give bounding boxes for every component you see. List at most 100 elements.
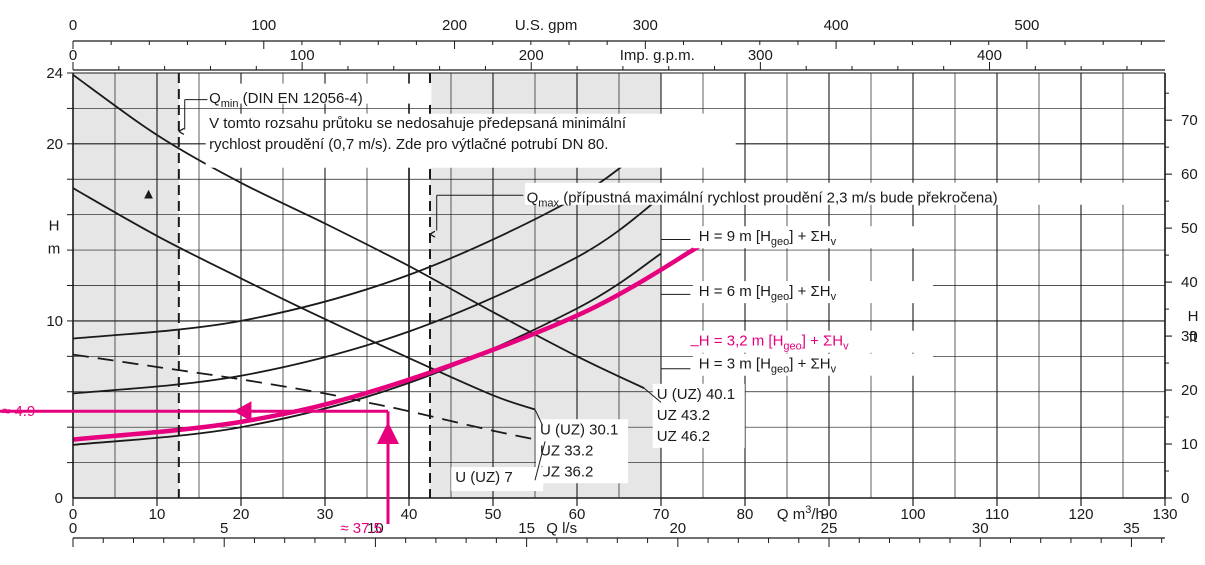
leader-pump_a xyxy=(643,387,662,403)
note-background xyxy=(205,113,736,168)
qmin-label-part: (DIN EN 12056-4) xyxy=(238,90,362,107)
usgpm-axis-title: U.S. gpm xyxy=(515,17,578,34)
usgpm-tick-label: 0 xyxy=(69,17,77,34)
y-left-tick-label: 0 xyxy=(55,490,63,507)
ls-tick-label: 0 xyxy=(69,520,77,537)
highlight-system-curve-6 xyxy=(72,244,700,442)
y-right-tick-label: 30 xyxy=(1181,328,1198,345)
qmin-label: Qmin (DIN EN 12056-4) xyxy=(209,90,363,110)
operating-x-arrow xyxy=(377,422,399,445)
qmin-label-part: min xyxy=(221,98,239,110)
qmin-arrow xyxy=(178,127,185,135)
y-right-title-top: H xyxy=(1188,308,1199,325)
usgpm-tick-label: 400 xyxy=(824,17,849,34)
ls-tick-label: 15 xyxy=(518,520,535,537)
y-left-tick-label: 24 xyxy=(46,65,63,82)
y-left-title-top: H xyxy=(49,218,60,235)
x-tick-label: 120 xyxy=(1068,506,1093,523)
pump-curve-2 xyxy=(72,353,546,443)
x-tick-label: 60 xyxy=(569,506,586,523)
label-pump_b-2: UZ 36.2 xyxy=(540,463,593,480)
label-sys_32: H = 3,2 m [Hgeo] + ΣHv xyxy=(699,333,849,353)
label-pump_b-1: UZ 33.2 xyxy=(540,442,593,459)
label-sys_6-part: geo xyxy=(771,291,789,303)
label-sys_3-part: v xyxy=(831,364,837,376)
qmax-label-part: Q xyxy=(527,189,539,206)
label-pump_a-2: UZ 46.2 xyxy=(657,428,710,445)
qmax-arrow xyxy=(429,230,436,238)
label-sys_3-part: ] + ΣH xyxy=(789,356,830,373)
x-axis-title-part: Q m xyxy=(777,506,805,523)
impgpm-tick-label: 100 xyxy=(290,47,315,64)
label-sys_9-part: geo xyxy=(771,236,789,248)
y-left-title-bottom: m xyxy=(48,241,61,258)
ls-tick-label: 5 xyxy=(220,520,228,537)
label-bg-sys_32 xyxy=(692,330,933,353)
x-tick-label: 40 xyxy=(401,506,418,523)
ls-tick-label: 10 xyxy=(367,520,384,537)
label-sys_6-part: H = 6 m [H xyxy=(699,283,771,300)
ls-tick-label: 35 xyxy=(1123,520,1140,537)
system-curve-4 xyxy=(72,196,662,395)
x-tick-label: 70 xyxy=(653,506,670,523)
label-pump_b-0: U (UZ) 30.1 xyxy=(540,421,618,438)
y-right-tick-label: 0 xyxy=(1181,490,1189,507)
qmax-label: Qmax (přípustná maximální rychlost proud… xyxy=(527,189,998,209)
label-sys_3-part: geo xyxy=(771,364,789,376)
y-right-tick-label: 50 xyxy=(1181,220,1198,237)
qmax-label-part: max xyxy=(538,197,559,209)
x-axis-title-part: /h xyxy=(811,506,824,523)
label-bg-sys_9 xyxy=(692,226,933,249)
qmax-label-background xyxy=(524,182,1137,205)
x-tick-label: 30 xyxy=(317,506,334,523)
y-right-title-bottom: ft xyxy=(1189,329,1198,346)
impgpm-tick-label: 200 xyxy=(519,47,544,64)
usgpm-tick-label: 500 xyxy=(1014,17,1039,34)
label-sys_3-part: H = 3 m [H xyxy=(699,356,771,373)
x-tick-label: 0 xyxy=(69,506,77,523)
x-axis-title: Q m3/h xyxy=(777,504,824,523)
x-tick-label: 10 xyxy=(149,506,166,523)
x-tick-label: 130 xyxy=(1152,506,1177,523)
y-right-tick-label: 70 xyxy=(1181,112,1198,129)
label-sys_9-part: v xyxy=(831,236,837,248)
label-sys_6-part: v xyxy=(831,291,837,303)
x-tick-label: 110 xyxy=(985,506,1009,523)
label-sys_9-part: ] + ΣH xyxy=(789,228,830,245)
label-sys_32-part: H = 3,2 m [H xyxy=(699,333,784,350)
pump-curve-0 xyxy=(72,187,536,411)
operating-y-label: ≈ 4.9 xyxy=(2,403,35,420)
label-sys_9: H = 9 m [Hgeo] + ΣHv xyxy=(699,228,837,248)
label-pump_c-0: U (UZ) 7 xyxy=(455,469,513,486)
label-sys_9-part: H = 9 m [H xyxy=(699,228,771,245)
x-tick-label: 50 xyxy=(485,506,502,523)
operating-y-arrow xyxy=(233,401,252,422)
x-tick-label: 80 xyxy=(737,506,754,523)
label-bg-sys_3 xyxy=(692,353,933,376)
label-sys_32-part: v xyxy=(843,341,849,353)
operating-x-label: ≈ 37.5 xyxy=(340,520,382,537)
leader-pump_b xyxy=(534,409,544,426)
impgpm-tick-label: 0 xyxy=(69,47,77,64)
ls-axis-title: Q l/s xyxy=(546,520,577,537)
y-left-tick-label: 10 xyxy=(46,313,63,330)
note-line-0: V tomto rozsahu průtoku se nedosahuje př… xyxy=(209,115,627,132)
label-sys_32-part: ] + ΣH xyxy=(802,333,843,350)
usgpm-tick-label: 300 xyxy=(633,17,658,34)
leader-pump_c xyxy=(534,441,546,481)
usgpm-tick-label: 100 xyxy=(251,17,276,34)
ls-tick-label: 20 xyxy=(669,520,686,537)
y-right-tick-label: 40 xyxy=(1181,274,1198,291)
qmin-label-background xyxy=(207,83,432,104)
x-tick-label: 90 xyxy=(821,506,838,523)
label-pump_a-0: U (UZ) 40.1 xyxy=(657,386,735,403)
y-left-tick-label: 20 xyxy=(46,136,63,153)
label-sys_6: H = 6 m [Hgeo] + ΣHv xyxy=(699,283,837,303)
impgpm-tick-label: 300 xyxy=(748,47,773,64)
label-sys_32-part: geo xyxy=(783,341,801,353)
y-right-tick-label: 10 xyxy=(1181,436,1198,453)
ls-tick-label: 30 xyxy=(972,520,989,537)
annotations: V tomto rozsahu průtoku se nedosahuje př… xyxy=(0,73,1137,537)
qmax-label-part: (přípustná maximální rychlost proudění 2… xyxy=(559,189,998,206)
